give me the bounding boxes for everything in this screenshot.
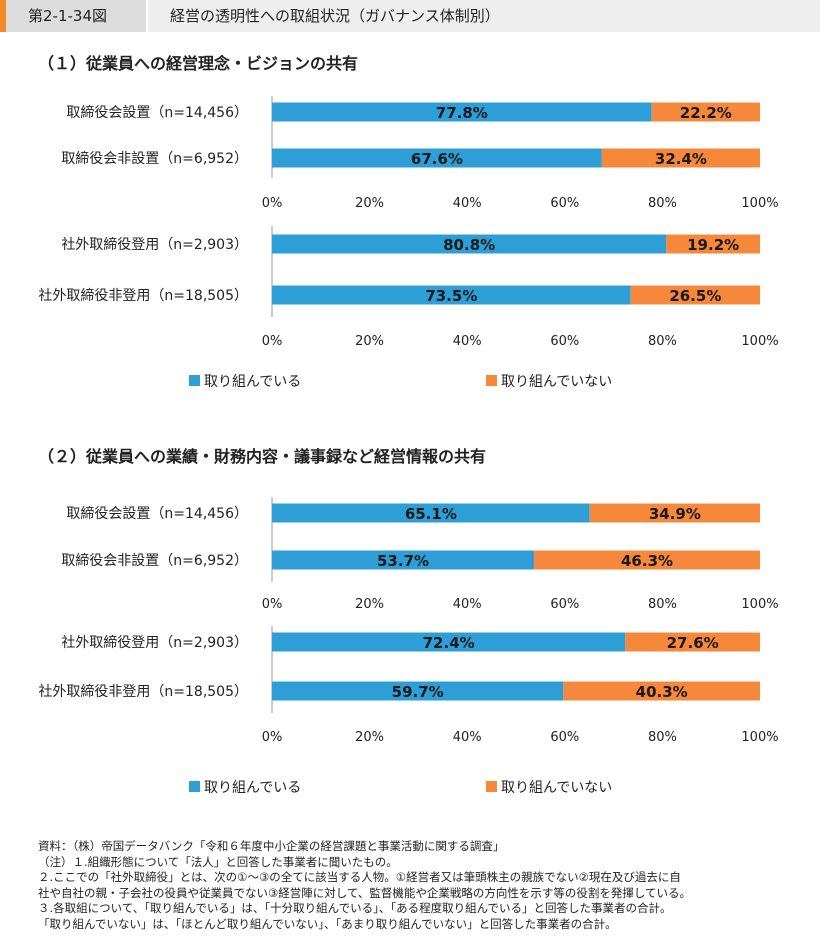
note-source: 資料：（株）帝国データバンク「令和６年度中小企業の経営課題と事業活動に関する調査…: [38, 839, 505, 853]
figure-number: 第2-1-34図: [0, 0, 146, 32]
chart2-tick-label: 100%: [741, 597, 778, 612]
note-2: ２.ここでの「社外取締役」とは、次の①～③の全てに該当する人物。①経営者又は筆頭…: [38, 870, 681, 884]
chart2-row-label: 取締役会設置（n=14,456）: [66, 505, 248, 522]
chart1-data-label: 26.5%: [669, 287, 721, 305]
chart1-data-label: 32.4%: [655, 150, 707, 168]
chart1-bar-segment: [651, 102, 760, 122]
chart2-bar-segment: [625, 632, 760, 652]
chart1-row-label: 社外取締役非登用（n=18,505）: [38, 287, 248, 304]
chart1-tick-label: 60%: [550, 334, 579, 349]
chart2-tick-label: 60%: [550, 730, 579, 745]
chart2-tick-label: 40%: [453, 730, 482, 745]
figure-title: 経営の透明性への取組状況（ガバナンス体制別）: [148, 0, 820, 32]
chart1-bar-segment: [272, 285, 631, 305]
chart1-data-label: 22.2%: [680, 104, 732, 122]
chart2-bar-segment: [272, 681, 564, 701]
chart2-tick-label: 40%: [453, 597, 482, 612]
chart2-tick-label: 0%: [262, 597, 283, 612]
chart2-data-label: 59.7%: [392, 683, 444, 701]
chart2-bar-segment: [563, 681, 760, 701]
chart2-data-label: 34.9%: [649, 505, 701, 523]
chart1-tick-label: 0%: [262, 334, 283, 349]
chart2-tick-label: 80%: [648, 730, 677, 745]
chart2-data-label: 46.3%: [621, 552, 673, 570]
chart1-tick-label: 80%: [648, 196, 677, 211]
figure-header: 第2-1-34図 経営の透明性への取組状況（ガバナンス体制別）: [0, 0, 820, 32]
chart1-tick-label: 20%: [355, 334, 384, 349]
chart1-data-label: 80.8%: [443, 236, 495, 254]
chart1-data-label: 77.8%: [436, 104, 488, 122]
notes: 資料：（株）帝国データバンク「令和６年度中小企業の経営課題と事業活動に関する調査…: [38, 839, 818, 932]
chart1-bar-segment: [272, 234, 667, 254]
chart1-tick-label: 0%: [262, 196, 283, 211]
chart2-data-label: 72.4%: [423, 634, 475, 652]
chart2-tick-label: 20%: [355, 730, 384, 745]
chart1-legend-label: 取り組んでいる: [204, 374, 301, 390]
chart2-row-label: 社外取締役非登用（n=18,505）: [38, 683, 248, 700]
chart2-data-label: 27.6%: [667, 634, 719, 652]
chart2-tick-label: 20%: [355, 597, 384, 612]
chart1-title: （１）従業員への経営理念・ビジョンの共有: [38, 54, 359, 73]
chart1-legend-label: 取り組んでいない: [501, 374, 612, 390]
chart1-data-label: 19.2%: [687, 236, 739, 254]
chart1-tick-label: 80%: [648, 334, 677, 349]
charts-canvas: 取締役会設置（n=14,456） 77.8% 22.2% 取締役会非設置（n=6,95…: [38, 96, 779, 796]
chart2-legend-swatch: [486, 781, 497, 792]
chart1-bar-segment: [272, 148, 602, 168]
chart1-tick-label: 40%: [453, 334, 482, 349]
chart2-legend-label: 取り組んでいる: [204, 780, 301, 796]
chart2-bar-segment: [272, 503, 590, 523]
chart2-legend-swatch: [189, 781, 200, 792]
chart1-tick-label: 60%: [550, 196, 579, 211]
chart2-bar-segment: [534, 550, 760, 570]
note-2b: 社や自社の親・子会社の役員や従業員でない③経営陣に対して、監督機能や企業戦略の方…: [38, 885, 692, 900]
chart1-legend-swatch: [486, 375, 497, 386]
chart2-row-label: 社外取締役登用（n=2,903）: [61, 634, 248, 651]
chart1-bar-segment: [666, 234, 760, 254]
chart1-row-label: 取締役会設置（n=14,456）: [66, 104, 248, 121]
chart1-tick-label: 20%: [355, 196, 384, 211]
chart2-title: （２）従業員への業績・財務内容・議事録など経営情報の共有: [38, 447, 487, 466]
chart1-data-label: 73.5%: [425, 287, 477, 305]
chart1-tick-label: 40%: [453, 196, 482, 211]
chart2-data-label: 53.7%: [377, 552, 429, 570]
chart1-bar-segment: [630, 285, 760, 305]
chart2-row-label: 取締役会非設置（n=6,952）: [61, 552, 248, 569]
chart2-data-label: 65.1%: [405, 505, 457, 523]
note-3b: 「取り組んでいない」は、「ほとんど取り組んでいない」、「あまり取り組んでいない」…: [38, 916, 617, 931]
chart2-bar-segment: [272, 632, 626, 652]
note-1: （注）１.組織形態について「法人」と回答した事業者に聞いたもの。: [38, 854, 398, 869]
chart2-tick-label: 80%: [648, 597, 677, 612]
chart2-data-label: 40.3%: [636, 683, 688, 701]
chart1-legend-swatch: [189, 375, 200, 386]
chart1-row-label: 取締役会非設置（n=6,952）: [61, 150, 248, 167]
chart1-tick-label: 100%: [741, 196, 778, 211]
note-3: ３.各取組について、「取り組んでいる」は、「十分取り組んでいる」、「ある程度取り…: [38, 901, 672, 915]
chart2-legend-label: 取り組んでいない: [501, 780, 612, 796]
chart2-bar-segment: [272, 550, 535, 570]
chart1-tick-label: 100%: [741, 334, 778, 349]
chart1-bar-segment: [601, 148, 760, 168]
chart2-tick-label: 60%: [550, 597, 579, 612]
chart1-bar-segment: [272, 102, 652, 122]
chart2-tick-label: 100%: [741, 730, 778, 745]
chart2-tick-label: 0%: [262, 730, 283, 745]
chart1-data-label: 67.6%: [411, 150, 463, 168]
chart1-row-label: 社外取締役登用（n=2,903）: [61, 236, 248, 253]
chart2-bar-segment: [589, 503, 760, 523]
